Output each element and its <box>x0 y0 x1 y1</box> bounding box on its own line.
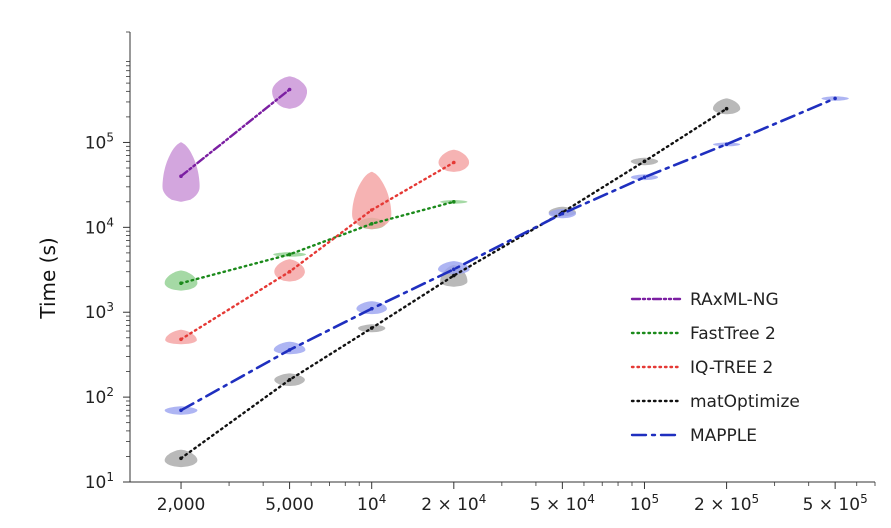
point-matoptimize <box>179 456 183 461</box>
series-line-iq-tree-2 <box>179 161 455 341</box>
point-raxml-ng <box>179 174 183 178</box>
point-matoptimize <box>642 159 647 164</box>
point-mapple <box>369 306 374 311</box>
violin-iq-tree-2 <box>165 329 197 345</box>
x-tick-label: 2 × 104 <box>421 492 486 515</box>
series-line-raxml-ng <box>179 88 291 178</box>
point-mapple <box>833 96 837 101</box>
series-line-mapple <box>179 97 837 412</box>
point-matoptimize <box>287 378 292 382</box>
point-mapple <box>642 175 647 179</box>
axes: 101 102 103 104 105 2,000 5,000 104 2 × 104 5 × 1… <box>85 31 876 515</box>
x-tick-label: 2 × 105 <box>694 492 759 515</box>
point-iq-tree-2 <box>452 160 456 165</box>
point-matoptimize <box>452 273 456 278</box>
point-fasttree-2 <box>287 252 292 257</box>
point-fasttree-2 <box>452 200 456 204</box>
legend-label-raxml-ng: RAxML-NG <box>690 290 779 310</box>
point-iq-tree-2 <box>287 269 292 274</box>
point-mapple <box>287 348 292 352</box>
point-mapple <box>724 142 729 147</box>
point-iq-tree-2 <box>369 208 374 212</box>
x-tick-label: 5 × 105 <box>803 492 868 515</box>
violin-raxml-ng <box>162 142 200 202</box>
legend-label-fasttree-2: FastTree 2 <box>690 324 776 344</box>
legend-label-mapple: MAPPLE <box>690 426 757 446</box>
point-fasttree-2 <box>369 222 374 226</box>
y-tick-label: 101 <box>85 470 114 493</box>
violin-raxml-ng <box>272 76 307 109</box>
x-tick-label: 2,000 <box>157 495 206 515</box>
y-tick-label: 105 <box>85 130 114 153</box>
point-matoptimize <box>369 326 374 330</box>
point-mapple <box>560 211 565 216</box>
x-tick-label: 5 × 104 <box>530 492 595 515</box>
point-iq-tree-2 <box>179 337 183 342</box>
y-tick-label: 102 <box>85 385 114 408</box>
series-lines <box>179 87 837 461</box>
violin-fasttree-2 <box>164 270 198 291</box>
x-tick-label: 104 <box>357 492 386 515</box>
point-mapple <box>179 408 183 413</box>
series-line-fasttree-2 <box>179 200 455 285</box>
legend-label-iq-tree-2: IQ-TREE 2 <box>690 358 773 378</box>
point-raxml-ng <box>287 87 292 92</box>
violin-mapple <box>273 341 306 355</box>
violin-matoptimize <box>713 98 741 115</box>
point-mapple <box>452 267 456 272</box>
x-tick-label: 105 <box>630 492 659 515</box>
point-matoptimize <box>724 106 729 111</box>
y-tick-label: 104 <box>85 215 114 238</box>
legend-label-matoptimize: matOptimize <box>690 392 800 412</box>
legend: RAxML-NG FastTree 2 IQ-TREE 2 matOptimize MA… <box>630 290 800 446</box>
x-tick-label: 5,000 <box>265 495 314 515</box>
y-tick-label: 103 <box>85 300 114 323</box>
y-axis-title: Time (s) <box>36 237 60 319</box>
point-fasttree-2 <box>179 281 183 286</box>
violin-iq-tree-2 <box>352 171 392 230</box>
